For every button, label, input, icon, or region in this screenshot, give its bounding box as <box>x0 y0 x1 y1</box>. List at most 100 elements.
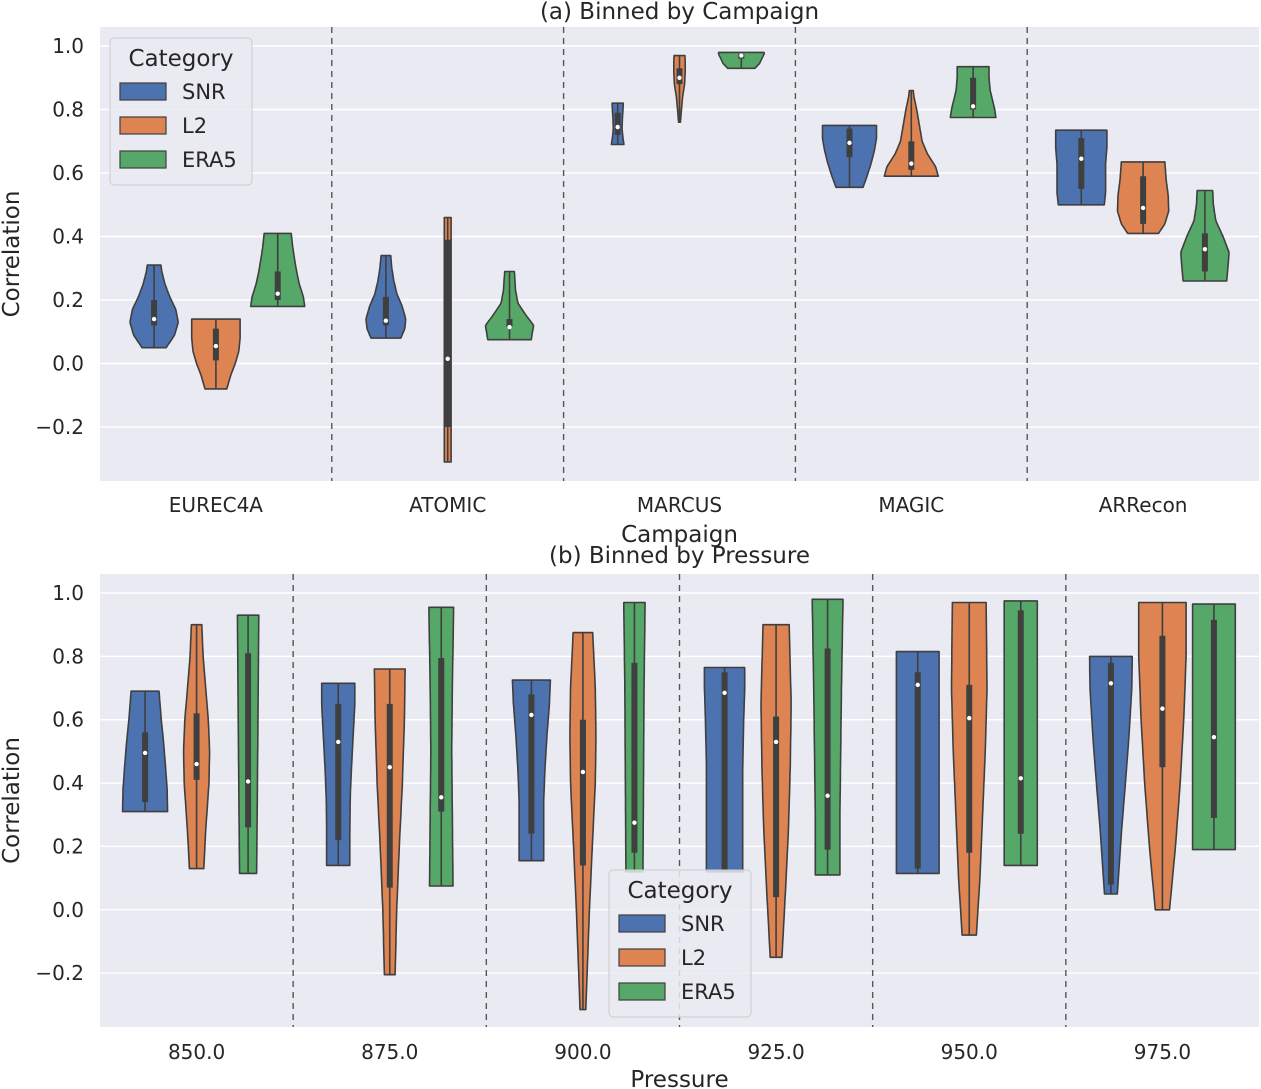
violin-SNR-925.0 <box>703 666 746 873</box>
violin-median <box>722 690 727 695</box>
x-tick-label: 875.0 <box>361 1040 418 1064</box>
panel-a-campaign: −0.2 0.0 0.2 0.4 0.6 0.8 1.0 EUREC4A ATOMIC MARC… <box>0 0 1259 548</box>
legend-swatch-L2 <box>618 948 666 967</box>
legend-label-L2: L2 <box>681 946 706 970</box>
violin-median <box>915 682 920 688</box>
violin-SNR-MARCUS <box>610 102 625 146</box>
legend-label-SNR: SNR <box>182 80 226 104</box>
x-tick-label: 900.0 <box>554 1040 611 1064</box>
violin-SNR-850.0 <box>121 690 169 813</box>
violin-L2-ATOMIC <box>443 216 452 463</box>
violins-a <box>129 51 1230 463</box>
violin-L2-950.0 <box>950 601 988 936</box>
y-tick-label: 0.6 <box>52 708 84 732</box>
legend-label-SNR: SNR <box>681 912 725 936</box>
violin-median <box>739 53 744 58</box>
x-ticks-b: 850.0 875.0 900.0 925.0 950.0 975.0 <box>168 1040 1191 1064</box>
x-tick-label: MAGIC <box>878 493 944 517</box>
violin-ERA5-925.0 <box>811 598 844 876</box>
violin-SNR-MAGIC <box>821 124 878 189</box>
violin-L2-EUREC4A <box>190 318 241 390</box>
violin-median <box>580 769 586 775</box>
x-axis-label-b: Pressure <box>630 1067 728 1089</box>
violin-median <box>151 316 157 322</box>
y-axis-label-a: Correlation <box>0 191 25 318</box>
violin-L2-875.0 <box>373 668 407 976</box>
y-tick-label: −0.2 <box>35 415 84 439</box>
legend-swatch-SNR <box>618 914 666 933</box>
legend-title: Category <box>128 46 233 72</box>
legend-label-L2: L2 <box>182 114 207 138</box>
y-tick-label: 0.4 <box>52 771 84 795</box>
x-tick-label: EUREC4A <box>169 493 263 517</box>
y-tick-label: 0.0 <box>52 898 84 922</box>
y-ticks-b: −0.2 0.0 0.2 0.4 0.6 0.8 1.0 <box>35 581 84 985</box>
violin-L2-900.0 <box>569 631 597 1011</box>
legend-swatch-ERA5 <box>119 150 167 169</box>
violin-L2-ARRecon <box>1116 161 1170 235</box>
violin-median <box>1140 205 1146 211</box>
violin-ERA5-MARCUS <box>717 51 765 70</box>
x-tick-label: ATOMIC <box>409 493 486 517</box>
violin-ERA5-900.0 <box>622 601 646 873</box>
violin-ERA5-EUREC4A <box>249 232 306 308</box>
legend-title: Category <box>627 878 732 904</box>
violin-SNR-ARRecon <box>1054 129 1108 206</box>
violin-median <box>909 161 914 166</box>
x-tick-label: 950.0 <box>941 1040 998 1064</box>
violin-median <box>142 750 148 756</box>
violin-L2-MAGIC <box>883 89 940 177</box>
violin-median <box>194 761 199 767</box>
violin-ERA5-ATOMIC <box>484 270 535 341</box>
legend-label-ERA5: ERA5 <box>182 148 237 172</box>
violin-median <box>507 324 512 330</box>
x-axis-label-a: Campaign <box>621 522 738 548</box>
violin-median <box>439 795 444 800</box>
violin-median <box>213 343 219 349</box>
violin-median <box>970 104 976 109</box>
violin-median <box>336 739 341 745</box>
chart-title-a: (a) Binned by Campaign <box>540 0 819 25</box>
violin-SNR-875.0 <box>320 682 356 867</box>
group-separators-a <box>331 27 1028 481</box>
violin-ERA5-MAGIC <box>949 65 997 119</box>
violin-median <box>847 140 852 146</box>
y-axis-label-b: Correlation <box>0 737 25 864</box>
violin-median <box>1079 156 1084 161</box>
y-tick-label: 0.8 <box>52 98 84 122</box>
violin-median <box>615 124 620 130</box>
violin-ERA5-975.0 <box>1191 603 1237 851</box>
legend-swatch-L2 <box>119 116 167 135</box>
violin-median <box>1211 734 1217 740</box>
x-tick-label: 850.0 <box>168 1040 225 1064</box>
violin-ERA5-ARRecon <box>1180 189 1230 282</box>
y-tick-label: 0.6 <box>52 161 84 185</box>
y-tick-label: 0.8 <box>52 644 84 668</box>
violin-median <box>387 765 392 770</box>
legend-label-ERA5: ERA5 <box>681 980 736 1004</box>
y-tick-label: 1.0 <box>52 34 84 58</box>
y-tick-label: 1.0 <box>52 581 84 605</box>
violin-median <box>825 793 830 798</box>
x-ticks-a: EUREC4A ATOMIC MARCUS MAGIC ARRecon <box>169 493 1188 517</box>
violin-median <box>632 820 637 825</box>
violin-L2-925.0 <box>760 623 792 959</box>
violin-median <box>967 715 972 721</box>
violins-b <box>121 598 1237 1011</box>
legend-a: Category SNR L2 ERA5 <box>109 37 253 186</box>
violin-ERA5-875.0 <box>428 606 455 887</box>
violin-median <box>677 75 682 80</box>
y-ticks-a: −0.2 0.0 0.2 0.4 0.6 0.8 1.0 <box>35 34 84 439</box>
violin-median <box>275 291 280 296</box>
violin-ERA5-850.0 <box>236 614 260 875</box>
violin-median <box>1160 706 1165 711</box>
violin-median <box>773 739 779 745</box>
violin-median <box>245 779 251 784</box>
y-tick-label: −0.2 <box>35 961 84 985</box>
violin-SNR-EUREC4A <box>129 264 179 349</box>
y-tick-label: 0.2 <box>52 288 84 312</box>
violin-median <box>1202 247 1208 252</box>
violin-SNR-900.0 <box>511 679 552 862</box>
y-tick-label: 0.4 <box>52 225 84 249</box>
